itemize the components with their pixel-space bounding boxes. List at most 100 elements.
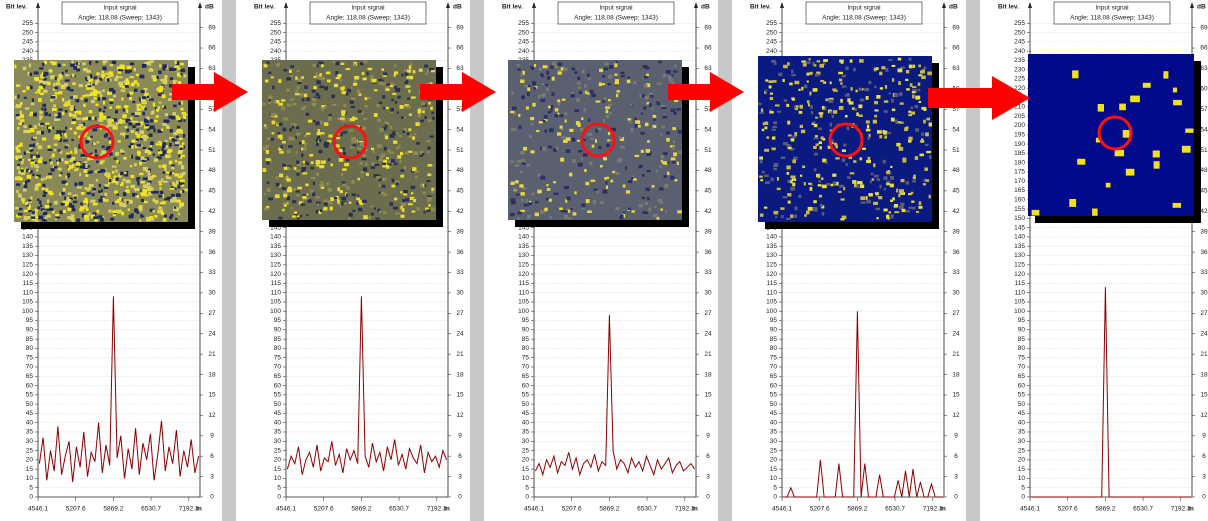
speckle [62, 87, 66, 90]
speckle [898, 81, 901, 85]
speckle [329, 114, 332, 116]
y-tick-label: 65 [274, 373, 282, 380]
speckle [180, 157, 182, 159]
speckle [646, 153, 651, 156]
y-tick-label: 140 [270, 234, 281, 241]
speckle [304, 94, 307, 98]
speckle [18, 95, 20, 99]
speckle [1163, 71, 1168, 78]
speckle [21, 161, 24, 165]
speckle [827, 183, 830, 186]
speckle [149, 62, 151, 65]
speckle [351, 97, 355, 100]
y2-tick-label: 12 [1200, 412, 1208, 419]
speckle [171, 167, 175, 170]
y-tick-label: 40 [1018, 419, 1026, 426]
speckle [139, 173, 144, 175]
speckle [835, 157, 839, 159]
speckle [82, 63, 86, 66]
speckle [172, 199, 177, 202]
speckle [409, 65, 412, 69]
speckle [89, 184, 94, 187]
y-tick-label: 120 [270, 271, 281, 278]
y2-tick-label: 15 [456, 392, 464, 399]
speckle [531, 193, 534, 196]
y2-axis-label: dB [205, 4, 214, 11]
speckle [365, 97, 368, 100]
speckle [560, 158, 564, 162]
speckle [879, 185, 881, 189]
speckle [271, 113, 276, 117]
speckle [102, 150, 107, 153]
speckle [581, 117, 583, 120]
speckle [527, 164, 531, 167]
speckle [584, 169, 587, 172]
speckle [125, 126, 128, 128]
speckle [103, 60, 108, 63]
speckle [860, 185, 864, 189]
speckle [29, 144, 34, 147]
speckle [95, 79, 99, 82]
speckle [788, 201, 791, 204]
speckle [595, 129, 598, 133]
speckle [765, 181, 770, 184]
speckle [266, 150, 269, 154]
speckle [41, 178, 44, 181]
speckle [425, 73, 428, 76]
y2-tick-label: 24 [1200, 330, 1208, 337]
speckle [542, 93, 546, 97]
speckle [156, 143, 160, 145]
speckle [645, 188, 650, 191]
speckle [623, 185, 626, 188]
speckle [809, 92, 811, 96]
speckle [282, 209, 285, 212]
speckle [552, 77, 555, 81]
speckle [98, 199, 102, 203]
speckle [602, 75, 605, 78]
speckle [357, 90, 361, 93]
speckle [530, 123, 534, 126]
speckle [343, 86, 345, 89]
speckle [652, 185, 655, 188]
speckle [32, 211, 35, 213]
speckle [179, 203, 184, 207]
speckle [288, 145, 293, 147]
speckle [170, 129, 173, 132]
speckle [313, 182, 315, 185]
y-tick-label: 95 [770, 317, 778, 324]
speckle [642, 174, 645, 177]
speckle [116, 160, 118, 164]
speckle [39, 67, 43, 69]
speckle [427, 151, 429, 153]
speckle [59, 174, 62, 176]
speckle [52, 108, 57, 112]
speckle [673, 140, 675, 143]
speckle [112, 202, 114, 205]
speckle [572, 68, 576, 71]
speckle [87, 83, 90, 86]
speckle [79, 173, 81, 177]
y2-tick-label: 66 [456, 45, 464, 52]
speckle [561, 136, 566, 139]
speckle [868, 193, 873, 196]
speckle [368, 68, 373, 70]
speckle [169, 177, 172, 179]
y2-tick-label: 45 [704, 188, 712, 195]
y-tick-label: 60 [770, 382, 778, 389]
speckle [806, 61, 810, 64]
speckle [584, 84, 587, 88]
speckle [22, 200, 24, 204]
speckle [842, 85, 847, 87]
speckle [374, 89, 378, 91]
speckle [577, 140, 580, 142]
speckle [112, 124, 114, 127]
y-tick-label: 35 [1018, 429, 1026, 436]
speckle [807, 81, 809, 83]
speckle [866, 120, 870, 123]
y2-tick-label: 9 [210, 432, 214, 439]
speckle [770, 97, 773, 100]
speckle [71, 114, 76, 117]
speckle [44, 178, 47, 180]
speckle [119, 197, 122, 199]
speckle [140, 138, 142, 140]
